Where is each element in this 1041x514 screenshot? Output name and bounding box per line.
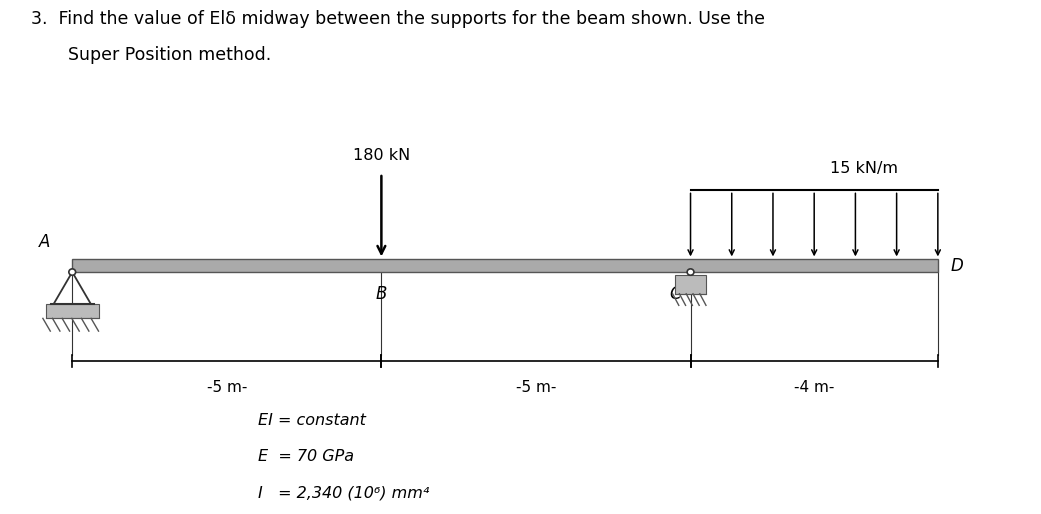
Text: D: D bbox=[950, 256, 963, 274]
Circle shape bbox=[687, 269, 694, 275]
Circle shape bbox=[69, 269, 76, 275]
Text: 180 kN: 180 kN bbox=[353, 148, 410, 162]
Text: -5 m-: -5 m- bbox=[206, 380, 247, 395]
Bar bbox=[46, 304, 99, 318]
Text: Super Position method.: Super Position method. bbox=[68, 46, 271, 64]
Text: C: C bbox=[669, 285, 681, 303]
Text: E  = 70 GPa: E = 70 GPa bbox=[258, 449, 354, 464]
Text: A: A bbox=[39, 233, 50, 251]
Bar bbox=[72, 260, 938, 272]
Text: B: B bbox=[376, 285, 387, 303]
Text: -4 m-: -4 m- bbox=[794, 380, 835, 395]
Text: 3.  Find the value of Elδ midway between the supports for the beam shown. Use th: 3. Find the value of Elδ midway between … bbox=[31, 10, 765, 28]
Text: EI = constant: EI = constant bbox=[258, 413, 365, 428]
Text: -5 m-: -5 m- bbox=[515, 380, 556, 395]
Text: 15 kN/m: 15 kN/m bbox=[830, 161, 897, 176]
Bar bbox=[675, 275, 706, 294]
Text: I   = 2,340 (10⁶) mm⁴: I = 2,340 (10⁶) mm⁴ bbox=[258, 485, 429, 500]
